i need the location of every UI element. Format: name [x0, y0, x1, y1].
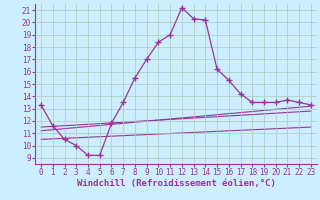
X-axis label: Windchill (Refroidissement éolien,°C): Windchill (Refroidissement éolien,°C) [76, 179, 276, 188]
